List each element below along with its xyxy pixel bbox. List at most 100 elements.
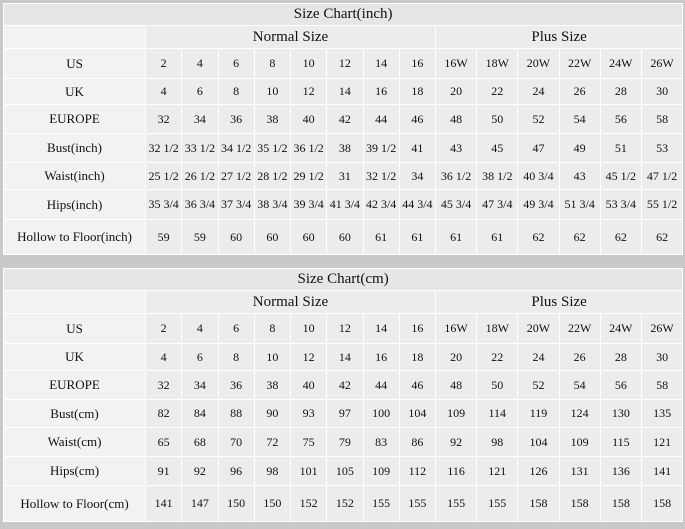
size-cell: 30 <box>640 343 684 371</box>
size-cell: 16 <box>398 48 437 79</box>
size-cell: 114 <box>476 399 519 428</box>
size-cell: 22W <box>558 313 601 344</box>
chart-title: Size Chart(cm) <box>2 268 684 291</box>
size-cell: 47 <box>517 133 560 163</box>
size-cell: 124 <box>558 399 601 428</box>
size-cell: 52 <box>517 104 560 134</box>
table-row: Hollow to Floor(cm) 141 147 150 150 152 152 155… <box>3 485 684 522</box>
size-cell: 62 <box>599 219 642 255</box>
size-cell: 126 <box>517 456 560 486</box>
table-row: Bust(cm) 82 84 88 90 93 97 100 104 109 114 119 124 13… <box>3 399 684 428</box>
size-cell: 158 <box>640 485 684 522</box>
size-cell: 53 3/4 <box>599 189 642 220</box>
size-cell: 45 1/2 <box>599 162 642 190</box>
size-cell: 10 <box>289 48 328 79</box>
size-cell: 60 <box>217 219 255 255</box>
size-cell: 136 <box>599 456 642 486</box>
size-cell: 58 <box>640 370 684 400</box>
row-label: Hollow to Floor(cm) <box>3 485 146 522</box>
size-cell: 34 <box>181 104 219 134</box>
size-cell: 26W <box>640 48 684 79</box>
size-cell: 42 <box>326 370 364 400</box>
size-chart-inch: Size Chart(inch) Normal Size Plus Size US 2 4… <box>2 3 684 255</box>
size-cell: 59 <box>181 219 219 255</box>
table-row: UK 4 6 8 10 12 14 16 18 20 22 24 26 28 30 <box>3 343 684 371</box>
size-cell: 24 <box>517 78 560 105</box>
row-label: Hips(cm) <box>3 456 146 486</box>
size-cell: 62 <box>517 219 560 255</box>
row-label: UK <box>3 78 146 105</box>
table-row: US 2 4 6 8 10 12 14 16 16W 18W 20W 22W 24W 26W <box>3 313 684 344</box>
size-cell: 55 1/2 <box>640 189 684 220</box>
table-row: Waist(cm) 65 68 70 72 75 79 83 86 92 98 104 109 115 12… <box>3 427 684 457</box>
size-cell: 10 <box>253 343 292 371</box>
size-cell: 51 <box>599 133 642 163</box>
size-cell: 60 <box>289 219 328 255</box>
size-cell: 47 1/2 <box>640 162 684 190</box>
size-cell: 6 <box>217 313 255 344</box>
size-cell: 152 <box>289 485 328 522</box>
size-cell: 72 <box>253 427 292 457</box>
size-cell: 155 <box>362 485 400 522</box>
size-cell: 6 <box>181 343 219 371</box>
size-cell: 98 <box>253 456 292 486</box>
size-cell: 41 <box>398 133 437 163</box>
size-cell: 62 <box>640 219 684 255</box>
size-cell: 46 <box>398 104 437 134</box>
size-cell: 115 <box>599 427 642 457</box>
size-cell: 75 <box>289 427 328 457</box>
size-cell: 35 3/4 <box>144 189 183 220</box>
size-cell: 18W <box>476 313 519 344</box>
size-cell: 109 <box>362 456 400 486</box>
size-cell: 158 <box>599 485 642 522</box>
size-cell: 49 <box>558 133 601 163</box>
row-label: US <box>3 48 146 79</box>
blank-cell <box>3 25 146 49</box>
chart-title: Size Chart(inch) <box>2 3 684 26</box>
table-row: EUROPE 32 34 36 38 40 42 44 46 48 50 52 54 56 58 <box>3 104 684 134</box>
size-cell: 56 <box>599 104 642 134</box>
size-cell: 38 <box>253 370 292 400</box>
size-cell: 116 <box>434 456 478 486</box>
size-cell: 24W <box>599 313 642 344</box>
size-cell: 26 1/2 <box>181 162 219 190</box>
size-cell: 16W <box>434 313 478 344</box>
size-cell: 4 <box>144 343 183 371</box>
size-cell: 42 <box>326 104 364 134</box>
table-row: Hollow to Floor(inch) 59 59 60 60 60 60 61 61 61 6… <box>3 219 684 255</box>
size-cell: 28 1/2 <box>253 162 292 190</box>
size-cell: 32 <box>144 370 183 400</box>
size-cell: 10 <box>289 313 328 344</box>
size-cell: 14 <box>362 48 400 79</box>
size-cell: 62 <box>558 219 601 255</box>
size-cell: 44 3/4 <box>398 189 437 220</box>
size-cell: 61 <box>398 219 437 255</box>
size-cell: 112 <box>398 456 437 486</box>
size-chart-cm: Size Chart(cm) Normal Size Plus Size US 2 4 6 8… <box>2 268 684 522</box>
row-label: Waist(inch) <box>3 162 146 190</box>
size-cell: 152 <box>326 485 364 522</box>
size-cell: 65 <box>144 427 183 457</box>
size-cell: 45 <box>476 133 519 163</box>
size-cell: 82 <box>144 399 183 428</box>
size-cell: 39 3/4 <box>289 189 328 220</box>
size-cell: 24W <box>599 48 642 79</box>
table-row: Waist(inch) 25 1/2 26 1/2 27 1/2 28 1/2 29 1/… <box>3 162 684 190</box>
size-cell: 36 <box>217 370 255 400</box>
size-cell: 98 <box>476 427 519 457</box>
row-label: Hollow to Floor(inch) <box>3 219 146 255</box>
size-cell: 12 <box>289 343 328 371</box>
size-cell: 47 3/4 <box>476 189 519 220</box>
table-row: Bust(inch) 32 1/2 33 1/2 34 1/2 35 1/2 36 1/2… <box>3 133 684 163</box>
size-cell: 104 <box>398 399 437 428</box>
size-cell: 42 3/4 <box>362 189 400 220</box>
size-cell: 4 <box>181 48 219 79</box>
size-cell: 158 <box>558 485 601 522</box>
size-cell: 45 3/4 <box>434 189 478 220</box>
size-cell: 8 <box>253 313 292 344</box>
size-cell: 56 <box>599 370 642 400</box>
size-cell: 12 <box>326 313 364 344</box>
size-cell: 90 <box>253 399 292 428</box>
size-cell: 20 <box>434 343 478 371</box>
size-cell: 8 <box>217 343 255 371</box>
